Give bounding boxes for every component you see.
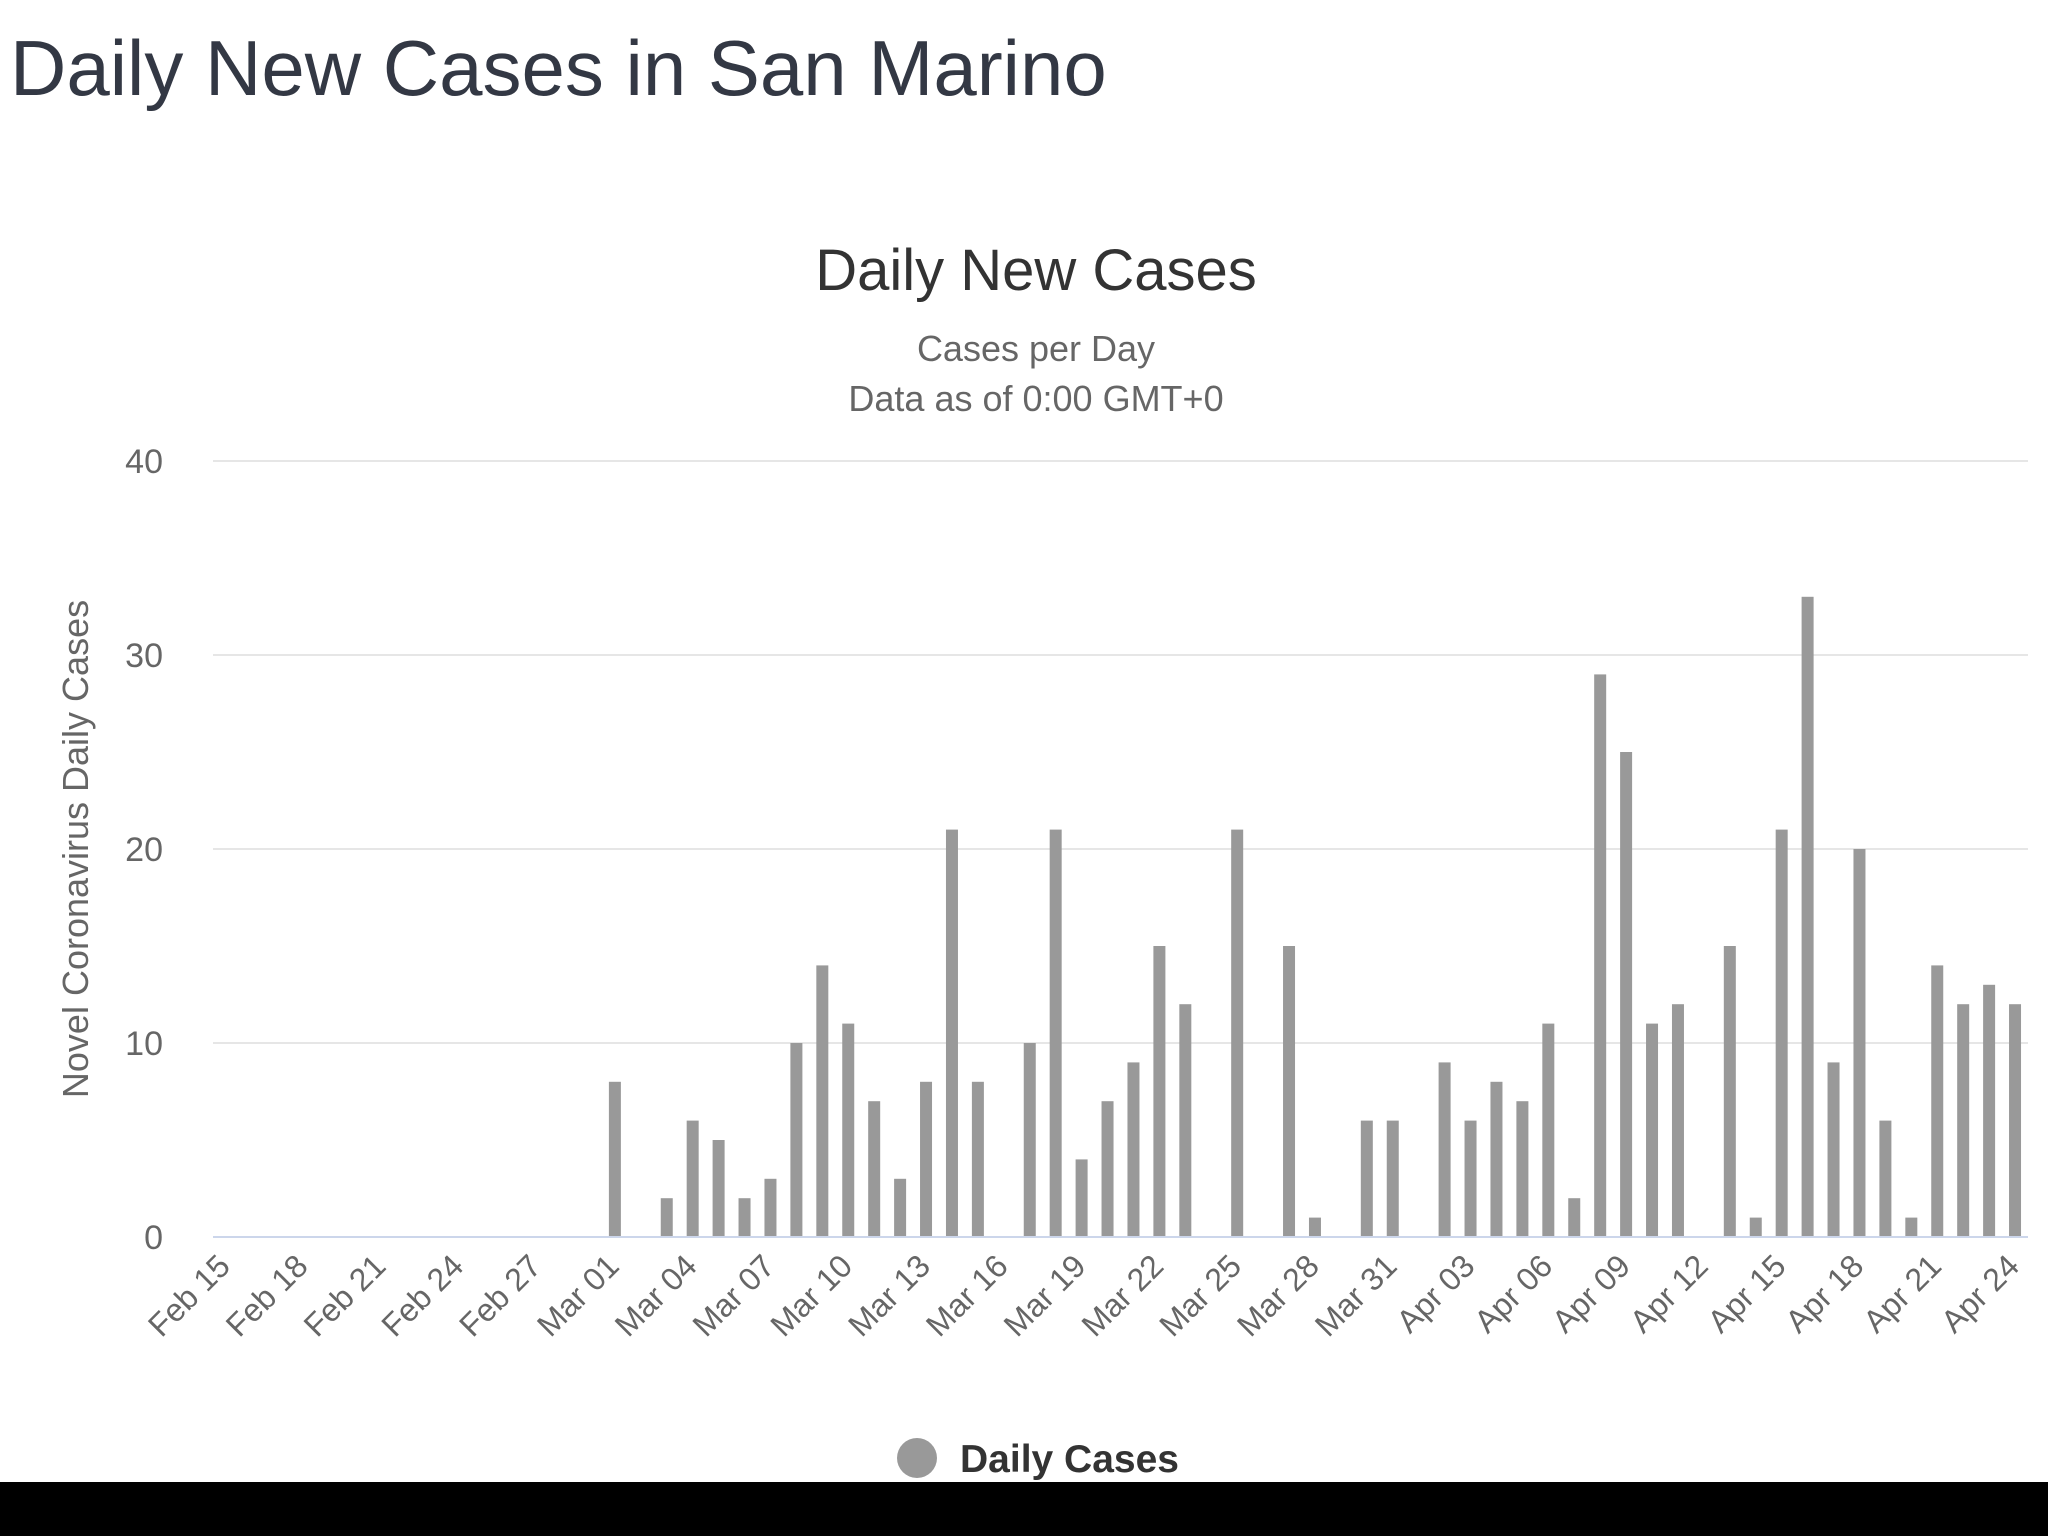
bar bbox=[1983, 984, 1996, 1237]
bar bbox=[1827, 1062, 1840, 1237]
bar bbox=[1594, 674, 1607, 1237]
bar bbox=[1646, 1023, 1659, 1237]
x-tick-label: Apr 24 bbox=[1934, 1247, 2026, 1339]
bar bbox=[1101, 1101, 1114, 1237]
bar bbox=[1023, 1043, 1036, 1237]
bar bbox=[1308, 1217, 1321, 1237]
bar bbox=[971, 1081, 984, 1237]
bar bbox=[1516, 1101, 1529, 1237]
bar bbox=[1620, 752, 1633, 1237]
bar bbox=[1801, 596, 1814, 1237]
bar bbox=[790, 1043, 803, 1237]
bar bbox=[1049, 829, 1062, 1237]
bar bbox=[816, 965, 829, 1237]
y-tick-label: 30 bbox=[125, 637, 163, 675]
y-tick-label: 10 bbox=[125, 1025, 163, 1063]
bar bbox=[1464, 1120, 1477, 1237]
chart-subtitle: Cases per Day bbox=[917, 328, 1155, 369]
bar bbox=[1749, 1217, 1762, 1237]
x-tick-label: Mar 04 bbox=[608, 1247, 704, 1343]
bar bbox=[1075, 1159, 1088, 1237]
x-tick-label: Apr 03 bbox=[1389, 1247, 1481, 1339]
x-tick-label: Feb 18 bbox=[219, 1247, 315, 1343]
bar bbox=[1931, 965, 1944, 1237]
bar bbox=[1179, 1004, 1192, 1237]
x-tick-label: Feb 27 bbox=[452, 1247, 548, 1343]
x-tick-label: Mar 16 bbox=[919, 1247, 1015, 1343]
y-tick-label: 20 bbox=[125, 831, 163, 869]
bar bbox=[686, 1120, 699, 1237]
x-tick-label: Mar 25 bbox=[1152, 1247, 1248, 1343]
bar bbox=[660, 1198, 673, 1237]
x-tick-label: Apr 09 bbox=[1545, 1247, 1637, 1339]
x-tick-label: Mar 22 bbox=[1074, 1247, 1170, 1343]
y-axis-label: Novel Coronavirus Daily Cases bbox=[55, 600, 96, 1098]
y-tick-label: 0 bbox=[144, 1219, 163, 1257]
legend-label: Daily Cases bbox=[960, 1438, 1179, 1481]
bar bbox=[1283, 946, 1296, 1237]
bar bbox=[764, 1178, 777, 1237]
chart-subtitle: Data as of 0:00 GMT+0 bbox=[848, 378, 1223, 419]
bar bbox=[920, 1081, 933, 1237]
x-tick-label: Feb 15 bbox=[141, 1247, 237, 1343]
x-tick-label: Apr 18 bbox=[1778, 1247, 1870, 1339]
bar bbox=[712, 1140, 725, 1237]
bar bbox=[1671, 1004, 1684, 1237]
x-tick-label: Mar 07 bbox=[686, 1247, 782, 1343]
bar bbox=[1542, 1023, 1555, 1237]
bar bbox=[894, 1178, 907, 1237]
bar bbox=[2009, 1004, 2022, 1237]
x-tick-label: Feb 21 bbox=[297, 1247, 393, 1343]
bar bbox=[1127, 1062, 1140, 1237]
x-tick-label: Mar 31 bbox=[1308, 1247, 1404, 1343]
x-tick-label: Apr 06 bbox=[1467, 1247, 1559, 1339]
legend-marker bbox=[897, 1438, 937, 1478]
bar bbox=[1723, 946, 1736, 1237]
bar bbox=[1360, 1120, 1373, 1237]
bottom-bar bbox=[0, 1482, 2048, 1536]
bar bbox=[1905, 1217, 1918, 1237]
x-tick-label: Mar 01 bbox=[530, 1247, 626, 1343]
bar bbox=[1853, 849, 1866, 1237]
bar bbox=[1775, 829, 1788, 1237]
x-tick-label: Mar 13 bbox=[841, 1247, 937, 1343]
bar bbox=[842, 1023, 855, 1237]
x-tick-label: Mar 10 bbox=[763, 1247, 859, 1343]
page-title: Daily New Cases in San Marino bbox=[10, 24, 1107, 112]
bar bbox=[1386, 1120, 1399, 1237]
x-tick-label: Apr 15 bbox=[1701, 1247, 1793, 1339]
bar bbox=[945, 829, 958, 1237]
x-tick-label: Mar 28 bbox=[1230, 1247, 1326, 1343]
bar bbox=[608, 1081, 621, 1237]
bar bbox=[1490, 1081, 1503, 1237]
bar bbox=[1568, 1198, 1581, 1237]
x-tick-label: Apr 12 bbox=[1623, 1247, 1715, 1339]
chart-title: Daily New Cases bbox=[815, 238, 1257, 303]
bar bbox=[1879, 1120, 1892, 1237]
bar bbox=[868, 1101, 881, 1237]
bar bbox=[1957, 1004, 1970, 1237]
x-tick-label: Feb 24 bbox=[374, 1247, 470, 1343]
bar bbox=[1153, 946, 1166, 1237]
y-tick-label: 40 bbox=[125, 443, 163, 481]
bar bbox=[1231, 829, 1244, 1237]
bar bbox=[738, 1198, 751, 1237]
x-tick-label: Apr 21 bbox=[1856, 1247, 1948, 1339]
bar bbox=[1438, 1062, 1451, 1237]
x-tick-label: Mar 19 bbox=[997, 1247, 1093, 1343]
